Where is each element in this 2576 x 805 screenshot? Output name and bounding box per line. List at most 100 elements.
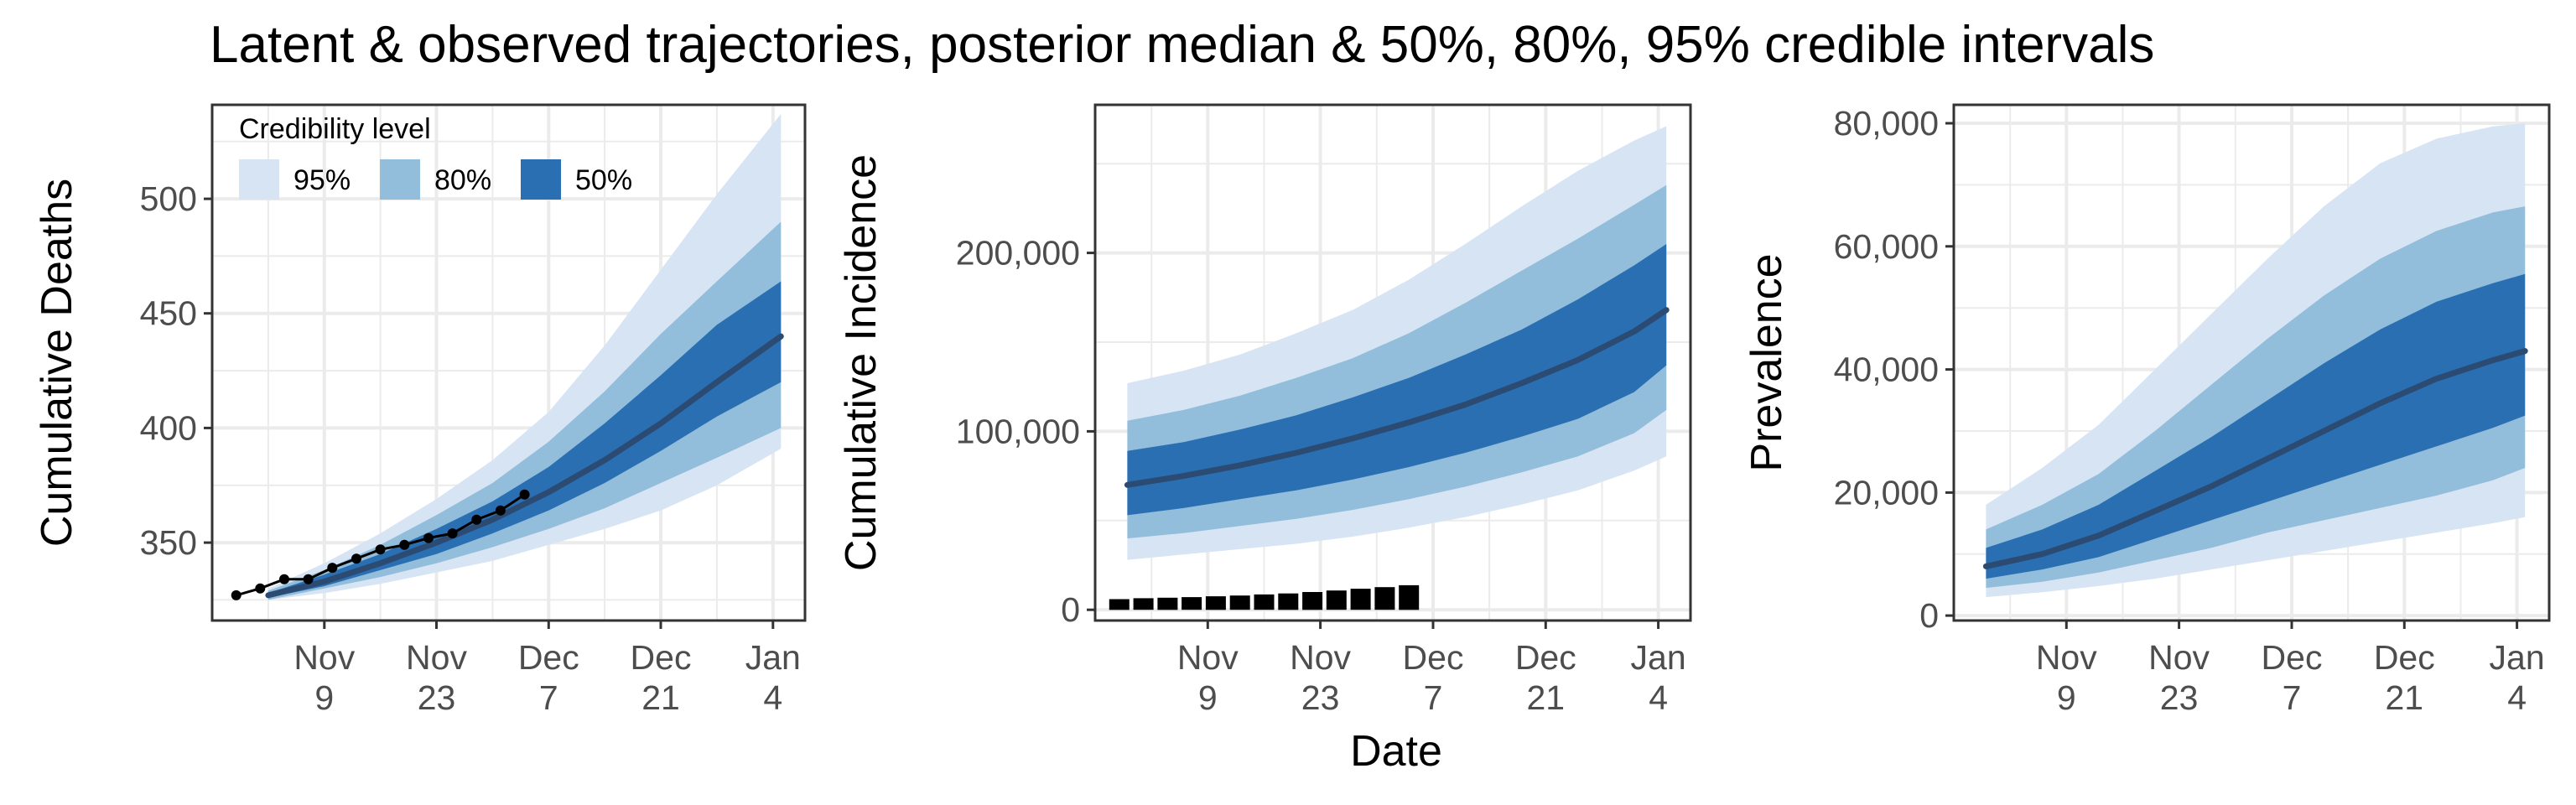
ci50-ribbon bbox=[1986, 273, 2526, 579]
observed-point bbox=[375, 544, 386, 555]
legend-item-label: 95% bbox=[293, 164, 351, 196]
x-tick-label-month: Nov bbox=[2036, 638, 2097, 677]
observed-bar bbox=[1326, 590, 1347, 610]
observed-point bbox=[279, 574, 289, 584]
y-tick-label: 450 bbox=[140, 294, 197, 333]
x-tick-label: Nov 9 bbox=[1177, 638, 1239, 717]
x-tick-label-day: 4 bbox=[763, 678, 782, 717]
observed-point bbox=[495, 505, 506, 516]
y-axis-label: Prevalence bbox=[1742, 253, 1791, 471]
observed-bar bbox=[1374, 587, 1395, 610]
plot-area bbox=[212, 105, 805, 621]
x-tick-label-month: Nov bbox=[1177, 638, 1239, 677]
median-line bbox=[1982, 348, 2528, 569]
x-tick-label-month: Dec bbox=[2374, 638, 2435, 677]
observed-bar bbox=[1302, 592, 1323, 610]
x-tick-label-day: 23 bbox=[418, 678, 456, 717]
observed-bar bbox=[1182, 597, 1202, 610]
y-tick-label: 40,000 bbox=[1834, 351, 1939, 389]
observed-point bbox=[255, 583, 266, 594]
x-tick-label-month: Nov bbox=[1290, 638, 1351, 677]
panel-border bbox=[210, 103, 807, 622]
observed-bar bbox=[1157, 597, 1178, 610]
x-tick-label-month: Dec bbox=[1403, 638, 1464, 677]
x-tick-label: Dec 7 bbox=[1403, 638, 1464, 717]
x-tick-label-day: 7 bbox=[1424, 678, 1443, 717]
observed-point bbox=[303, 574, 314, 584]
observed-point bbox=[399, 539, 410, 550]
observed-bar bbox=[1350, 589, 1371, 610]
x-tick-label-day: 23 bbox=[2160, 678, 2199, 717]
legend-item-label: 80% bbox=[434, 164, 491, 196]
x-tick-label-day: 21 bbox=[641, 678, 680, 717]
median-line bbox=[265, 333, 784, 599]
y-tick-label: 0 bbox=[1919, 596, 1939, 635]
observed-bar bbox=[1205, 596, 1226, 610]
legend-item-label: 50% bbox=[575, 164, 632, 196]
x-tick-label-month: Jan bbox=[1631, 638, 1686, 677]
observed-point bbox=[447, 528, 458, 539]
x-tick-label: Nov 9 bbox=[2036, 638, 2097, 717]
y-axis-label: Cumulative Incidence bbox=[837, 154, 886, 571]
x-tick-label: Dec 21 bbox=[1515, 638, 1576, 717]
y-tick-label: 350 bbox=[140, 523, 197, 562]
x-tick-label-day: 9 bbox=[2057, 678, 2076, 717]
x-tick-label-day: 9 bbox=[1198, 678, 1218, 717]
ci50-ribbon bbox=[1127, 244, 1667, 516]
x-tick-label-day: 21 bbox=[2385, 678, 2423, 717]
y-axis-label: Cumulative Deaths bbox=[33, 179, 81, 547]
legend-swatch bbox=[521, 159, 561, 200]
median-line bbox=[1124, 307, 1670, 488]
x-tick-label: Dec 21 bbox=[2374, 638, 2435, 717]
x-tick-label-month: Jan bbox=[2490, 638, 2545, 677]
observed-bar bbox=[1399, 584, 1420, 610]
observed-point bbox=[519, 489, 530, 500]
observed-bar bbox=[1254, 594, 1275, 610]
observed-point bbox=[351, 553, 361, 564]
x-tick-label-month: Dec bbox=[1515, 638, 1576, 677]
observed-point bbox=[423, 532, 434, 543]
y-tick-label: 500 bbox=[140, 179, 197, 218]
x-tick-label-day: 4 bbox=[1649, 678, 1668, 717]
x-axis-label: Date bbox=[1350, 727, 1442, 776]
x-tick-label-day: 7 bbox=[2283, 678, 2302, 717]
chart-title: Latent & observed trajectories, posterio… bbox=[210, 16, 2155, 74]
x-tick-label: Nov 23 bbox=[406, 638, 467, 717]
x-tick-label-month: Dec bbox=[631, 638, 692, 677]
x-tick-label: Jan 4 bbox=[1631, 638, 1686, 717]
observed-bar bbox=[1109, 599, 1130, 610]
y-tick-label: 200,000 bbox=[956, 234, 1080, 273]
observed-point bbox=[231, 589, 242, 600]
ci50-ribbon bbox=[267, 281, 782, 598]
observed-point bbox=[471, 514, 482, 525]
x-tick-label: Dec 7 bbox=[2262, 638, 2323, 717]
y-tick-label: 0 bbox=[1061, 590, 1080, 629]
plot-area bbox=[1095, 105, 1690, 621]
x-tick-label-month: Jan bbox=[745, 638, 801, 677]
y-tick-label: 20,000 bbox=[1834, 473, 1939, 512]
x-tick-label-day: 4 bbox=[2507, 678, 2527, 717]
x-tick-label: Jan 4 bbox=[745, 638, 801, 717]
panel-border bbox=[1093, 103, 1692, 622]
x-tick-label-month: Nov bbox=[2148, 638, 2210, 677]
x-tick-label: Dec 7 bbox=[518, 638, 579, 717]
x-tick-label: Nov 9 bbox=[293, 638, 355, 717]
observed-bar bbox=[1278, 593, 1299, 610]
x-tick-label: Nov 23 bbox=[1290, 638, 1351, 717]
x-tick-label-month: Dec bbox=[518, 638, 579, 677]
x-tick-label-month: Nov bbox=[406, 638, 467, 677]
y-tick-label: 100,000 bbox=[956, 412, 1080, 450]
y-tick-label: 80,000 bbox=[1834, 104, 1939, 143]
x-tick-label-day: 9 bbox=[314, 678, 334, 717]
plot-area bbox=[1954, 105, 2549, 621]
x-tick-label-day: 7 bbox=[539, 678, 558, 717]
y-tick-label: 60,000 bbox=[1834, 227, 1939, 266]
legend: Credibility level 95% 80% 50% bbox=[239, 113, 632, 200]
x-tick-label-month: Nov bbox=[293, 638, 355, 677]
legend-swatch bbox=[380, 159, 420, 200]
legend-title: Credibility level bbox=[239, 113, 431, 145]
x-tick-label: Dec 21 bbox=[631, 638, 692, 717]
